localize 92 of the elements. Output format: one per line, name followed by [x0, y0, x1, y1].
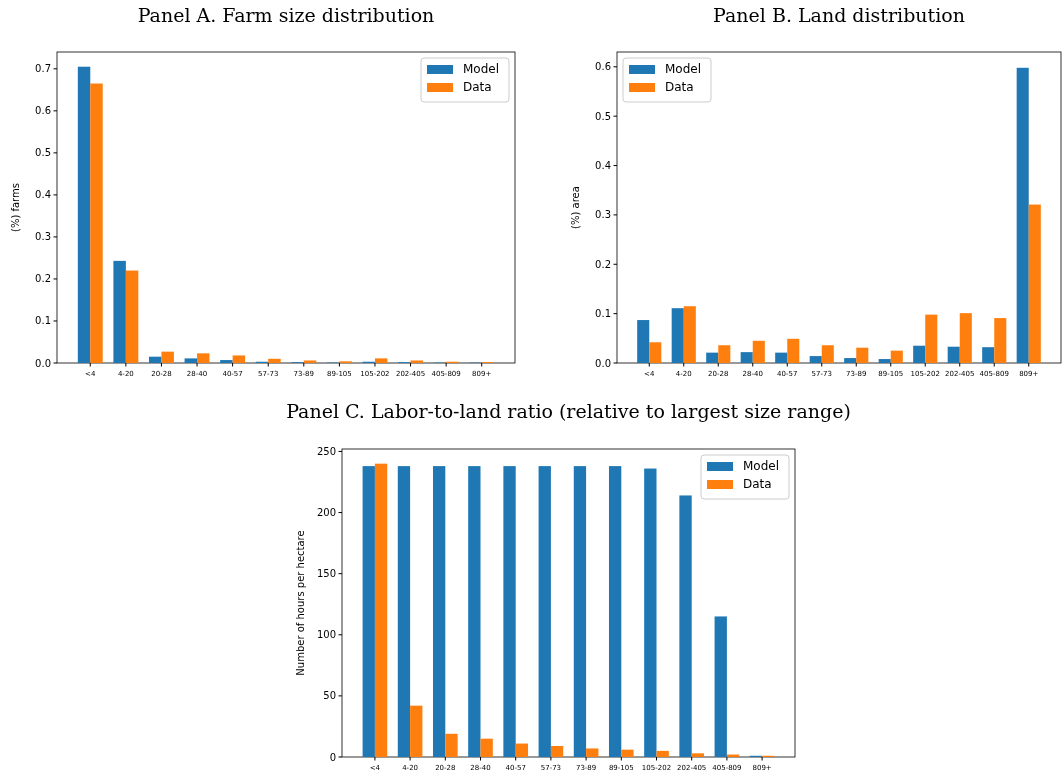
bar [515, 743, 529, 757]
bar [752, 340, 765, 363]
bar [982, 347, 995, 363]
bar [718, 345, 731, 363]
bar [856, 347, 869, 363]
bar [197, 353, 210, 363]
y-axis-title: Number of hours per hectare [295, 530, 306, 676]
bar [679, 495, 692, 757]
bar [480, 738, 493, 757]
y-tick-label: 0.0 [595, 357, 611, 369]
y-axis-title: (%) area [570, 186, 581, 229]
bar [410, 360, 424, 363]
bar [374, 358, 388, 363]
legend-label: Data [463, 80, 492, 94]
y-tick-label: 0.7 [35, 63, 51, 75]
bar [821, 345, 834, 363]
y-tick-label: 0.4 [595, 160, 611, 172]
bar [573, 466, 587, 757]
y-tick-label: 0.6 [595, 61, 611, 73]
bar [184, 358, 198, 363]
bar [232, 355, 246, 363]
bar [468, 466, 481, 757]
bar [890, 350, 903, 363]
bar [706, 352, 719, 363]
bar [445, 733, 458, 757]
bar [878, 359, 891, 363]
bar [77, 66, 91, 363]
y-tick-label: 150 [316, 568, 336, 580]
chart-title: Panel A. Farm size distribution [137, 4, 435, 26]
bar [925, 314, 938, 363]
y-tick-label: 0.1 [595, 308, 611, 320]
legend-label: Data [665, 80, 694, 94]
chart-title: Panel C. Labor-to-land ratio (relative to largest size range) [286, 400, 851, 422]
y-tick-label: 250 [316, 445, 336, 457]
bar [113, 260, 126, 363]
bar [303, 360, 317, 363]
bar [397, 466, 411, 757]
bar [362, 466, 375, 757]
bar [125, 270, 139, 363]
bar [959, 313, 972, 363]
bar [148, 356, 162, 363]
bar [621, 749, 634, 757]
bar [691, 753, 705, 757]
y-tick-label: 0.6 [35, 105, 51, 117]
bar [608, 466, 622, 757]
bar [740, 352, 753, 363]
bar [410, 705, 423, 757]
bar [644, 468, 657, 757]
y-tick-label: 0.0 [35, 357, 51, 369]
bar [538, 466, 551, 757]
bar [656, 750, 669, 757]
y-tick-label: 200 [316, 507, 336, 519]
bar [220, 360, 233, 363]
y-tick-label: 0 [329, 751, 336, 763]
bar [683, 306, 696, 363]
bar [1016, 67, 1029, 363]
bar [809, 356, 822, 363]
legend-label: Model [463, 62, 500, 76]
bar [432, 466, 446, 757]
bar [671, 308, 684, 363]
y-tick-label: 0.4 [35, 189, 51, 201]
legend-label: Model [743, 459, 780, 473]
bar [1028, 204, 1041, 363]
legend-label: Model [665, 62, 702, 76]
y-tick-label: 0.5 [595, 110, 611, 122]
bar [637, 320, 650, 363]
y-tick-label: 0.2 [35, 273, 51, 285]
bar [994, 318, 1007, 363]
bar [268, 358, 281, 363]
bar [503, 466, 516, 757]
y-tick-label: 50 [323, 690, 336, 702]
bar [947, 346, 960, 363]
bar [913, 345, 926, 363]
y-tick-label: 0.5 [35, 147, 51, 159]
y-tick-label: 0.3 [35, 231, 51, 243]
y-tick-label: 100 [316, 629, 336, 641]
bar [90, 83, 103, 363]
y-tick-label: 0.2 [595, 258, 611, 270]
bar [844, 358, 857, 363]
legend-label: Data [743, 477, 772, 491]
chart-title: Panel B. Land distribution [713, 4, 965, 26]
y-tick-label: 0.1 [35, 315, 51, 327]
bar [714, 616, 727, 757]
bar [649, 342, 662, 363]
y-tick-label: 0.3 [595, 209, 611, 221]
bar [550, 746, 564, 757]
y-axis-title: (%) farms [10, 182, 21, 233]
bar [787, 338, 800, 363]
bar [775, 352, 788, 363]
bar [586, 748, 599, 757]
bar [161, 351, 174, 363]
bar [374, 463, 388, 757]
